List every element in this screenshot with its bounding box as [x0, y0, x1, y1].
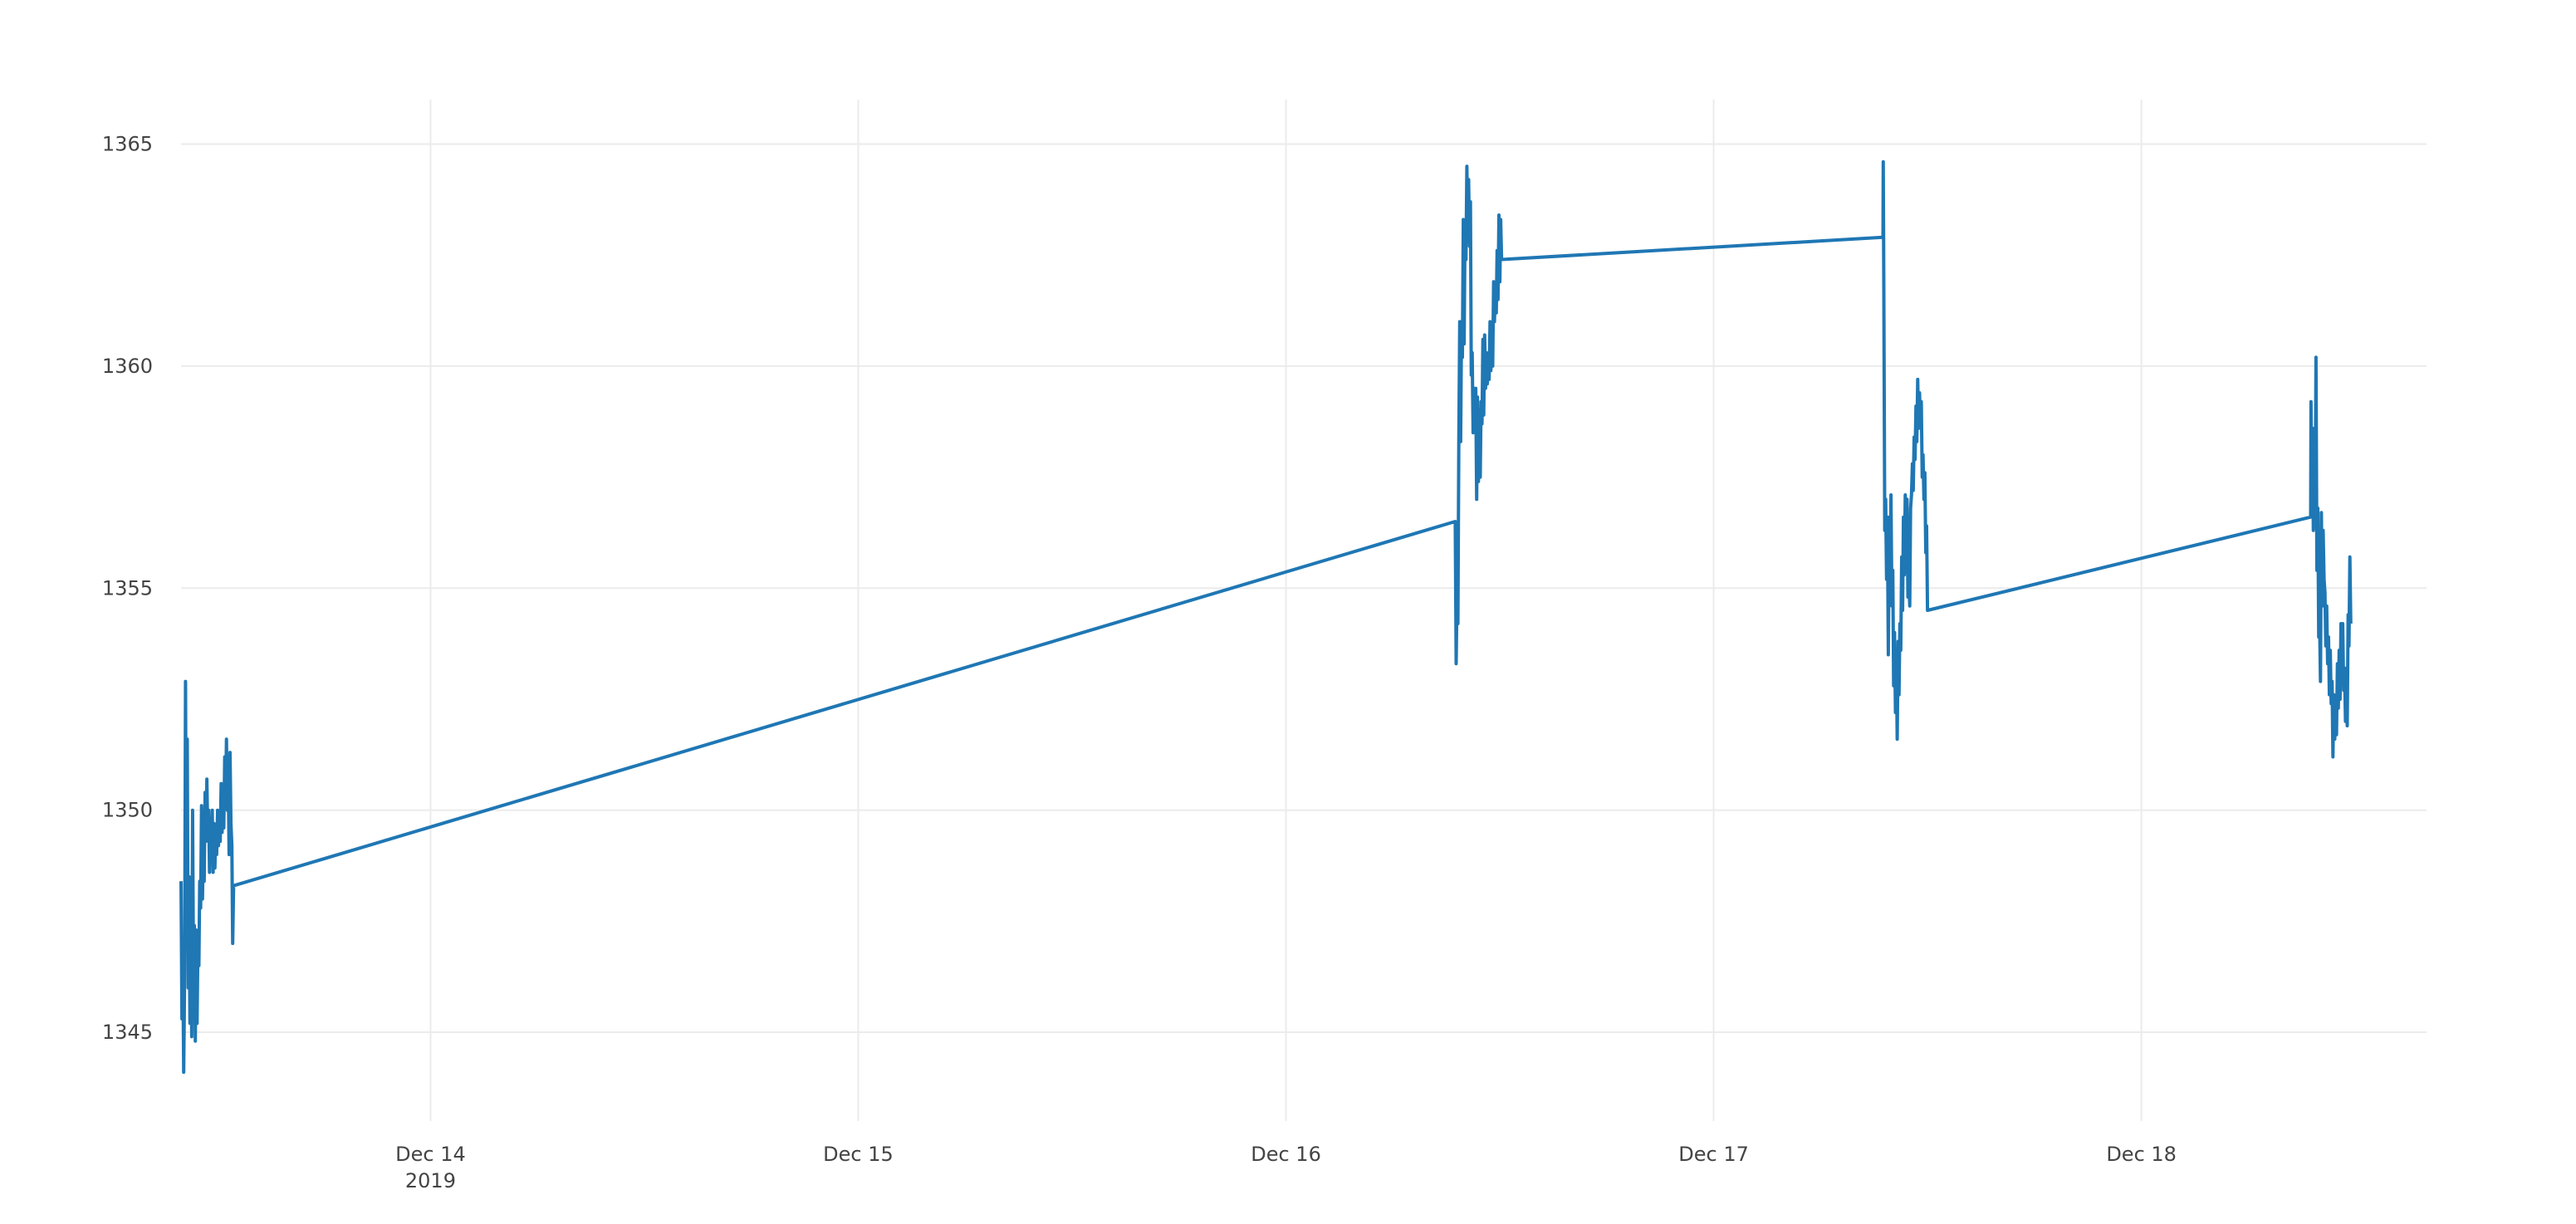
y-gridlines — [181, 143, 2427, 1034]
x-tick-label: Dec 15 — [823, 1143, 894, 1166]
x-tick-label: Dec 14 — [395, 1143, 466, 1166]
x-axis: Dec 14 2019 Dec 15 Dec 16 Dec 17 Dec 18 — [395, 1143, 2177, 1192]
y-axis: 1345 1350 1355 1360 1365 — [102, 132, 153, 1044]
x-tick-sublabel: 2019 — [405, 1169, 456, 1192]
x-tick-label: Dec 17 — [1678, 1143, 1749, 1166]
series-layer — [179, 159, 2353, 1075]
x-tick-label: Dec 16 — [1251, 1143, 1321, 1166]
y-tick-label: 1345 — [102, 1021, 153, 1044]
y-tick-label: 1360 — [102, 355, 153, 378]
x-tick-label: Dec 18 — [2106, 1143, 2177, 1166]
y-tick-label: 1365 — [102, 132, 153, 155]
y-tick-label: 1355 — [102, 576, 153, 600]
x-gridlines — [429, 100, 2143, 1121]
series-line-0 — [179, 159, 2353, 1075]
y-tick-label: 1350 — [102, 799, 153, 822]
